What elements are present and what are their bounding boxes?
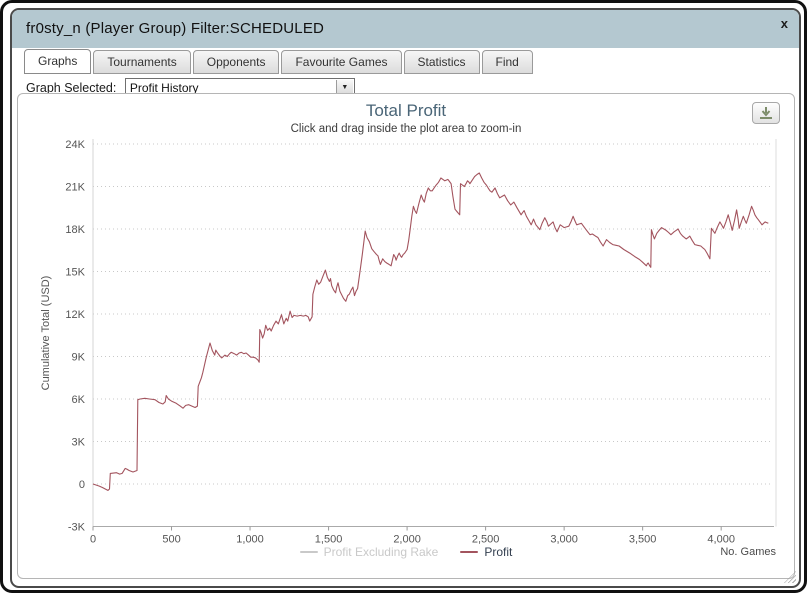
y-tick-label: 15K	[65, 267, 85, 279]
series-line-profit	[92, 172, 769, 491]
x-tick-label: 3,000	[550, 534, 578, 546]
y-tick-label: 12K	[65, 309, 85, 321]
tab-graphs[interactable]: Graphs	[24, 49, 92, 74]
chart-title: Total Profit	[365, 101, 447, 120]
y-tick-label: 24K	[65, 139, 85, 151]
x-tick-label: 4,000	[707, 534, 735, 546]
y-tick-label: 6K	[72, 394, 86, 406]
x-tick-label: 1,500	[315, 534, 343, 546]
y-tick-label: 9K	[72, 352, 86, 364]
x-tick-label: 2,000	[393, 534, 421, 546]
tab-statistics[interactable]: Statistics	[403, 50, 480, 74]
x-axis-title: No. Games	[720, 546, 776, 558]
graph-selected-value: Profit History	[129, 81, 199, 95]
tab-tournaments[interactable]: Tournaments	[93, 50, 191, 74]
tab-bar: Graphs Tournaments Opponents Favourite Game…	[12, 49, 799, 74]
legend-item-profit[interactable]: Profit	[460, 545, 512, 559]
legend-swatch	[299, 551, 318, 553]
legend-label: Profit Excluding Rake	[323, 545, 439, 559]
close-icon[interactable]: x	[780, 16, 788, 31]
x-tick-label: 500	[162, 534, 180, 546]
x-tick-label: 3,500	[629, 534, 657, 546]
tab-favourite-games[interactable]: Favourite Games	[281, 50, 402, 74]
y-tick-label: -3K	[68, 522, 86, 534]
chart-legend: Profit Excluding Rake Profit	[18, 545, 794, 559]
y-tick-label: 18K	[65, 224, 85, 236]
legend-label: Profit	[484, 545, 513, 559]
y-axis-title: Cumulative Total (USD)	[40, 275, 52, 391]
player-dialog: fr0sty_n (Player Group) Filter:SCHEDULED…	[10, 8, 801, 588]
y-tick-label: 0	[79, 479, 85, 491]
download-icon	[758, 107, 774, 124]
window-title: fr0sty_n (Player Group) Filter:SCHEDULED	[26, 20, 325, 37]
chevron-down-icon[interactable]: ▼	[335, 80, 353, 96]
tab-find[interactable]: Find	[481, 50, 533, 74]
download-button[interactable]	[752, 102, 780, 124]
x-tick-label: 2,500	[472, 534, 500, 546]
graph-selected-label: Graph Selected:	[26, 81, 117, 95]
legend-item-profit-excluding-rake[interactable]: Profit Excluding Rake	[299, 545, 439, 559]
chart-subtitle: Click and drag inside the plot area to z…	[290, 123, 522, 135]
legend-swatch	[460, 551, 479, 553]
tab-opponents[interactable]: Opponents	[192, 50, 280, 74]
chart-panel: Total Profit Click and drag inside the p…	[17, 93, 795, 579]
y-tick-label: 3K	[72, 437, 86, 449]
y-tick-label: 21K	[65, 182, 85, 194]
plot-area[interactable]	[93, 139, 773, 527]
x-tick-label: 1,000	[236, 534, 264, 546]
window-titlebar[interactable]: fr0sty_n (Player Group) Filter:SCHEDULED…	[12, 10, 799, 48]
plot-canvas: 24K 21K 18K 15K 12K 9K 6K 3K 0 -3K 0 500 1,000 1,500 2…	[65, 139, 777, 546]
x-tick-label: 0	[90, 534, 96, 546]
